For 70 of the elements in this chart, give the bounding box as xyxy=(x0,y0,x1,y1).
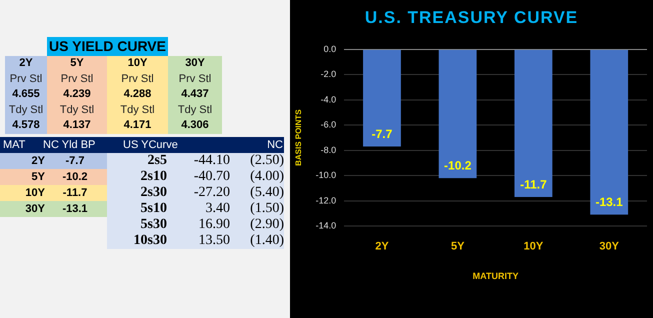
text: 5Y xyxy=(47,56,107,72)
text: (5.40) xyxy=(249,185,284,201)
text: 2s30 xyxy=(140,185,167,201)
text: 30Y xyxy=(24,202,45,217)
text: -44.10 xyxy=(192,153,230,169)
text: 16.90 xyxy=(198,217,230,233)
text: 4.171 xyxy=(107,118,168,134)
text: 4.578 xyxy=(5,118,47,134)
text: 4.239 xyxy=(47,87,107,102)
text: (1.50) xyxy=(249,201,284,217)
text: 4.306 xyxy=(168,118,222,134)
text: 10Y xyxy=(107,56,168,72)
text: NC xyxy=(266,138,283,153)
text: Prv Stl xyxy=(47,72,107,87)
text: -7.7 xyxy=(64,154,86,169)
y-tick-label: 0.0 xyxy=(324,44,336,54)
text: 3.40 xyxy=(204,201,230,217)
y-tick-label: -4.0 xyxy=(320,94,336,104)
text: Prv Stl xyxy=(5,72,47,87)
y-tick-label: -10.0 xyxy=(316,170,336,180)
y-tick-label: -8.0 xyxy=(320,144,336,155)
text: Prv Stl xyxy=(107,72,168,87)
x-axis-title: MATURITY xyxy=(472,271,518,282)
text: 4.437 xyxy=(168,87,222,102)
data-label: -13.1 xyxy=(595,194,624,209)
y-tick-label: -2.0 xyxy=(320,69,336,80)
data-label: -7.7 xyxy=(372,126,393,141)
text: -10.2 xyxy=(61,170,89,185)
y-tick-label: -6.0 xyxy=(320,120,336,130)
text: US YIELD CURVE xyxy=(47,37,168,56)
text: (4.00) xyxy=(249,169,284,185)
text: NC Yld BP xyxy=(43,138,96,153)
y-axis-title: BASIS POINTS xyxy=(294,108,304,166)
text: 4.288 xyxy=(107,87,168,102)
text: MAT xyxy=(3,138,26,153)
text: 30Y xyxy=(168,56,222,72)
text: Tdy Stl xyxy=(107,102,168,118)
text: 4.137 xyxy=(47,118,107,134)
text: 2Y xyxy=(5,56,47,72)
text: -40.70 xyxy=(192,169,230,185)
x-tick-label: 30Y xyxy=(599,240,620,253)
text: -27.20 xyxy=(192,185,230,201)
text: 10s30 xyxy=(132,233,167,249)
text: Tdy Stl xyxy=(5,102,47,118)
data-label: -10.2 xyxy=(444,158,472,172)
text: 2Y xyxy=(30,154,45,169)
y-tick-label: -12.0 xyxy=(316,195,336,206)
x-tick-label: 10Y xyxy=(524,240,544,253)
text: 5s30 xyxy=(140,217,167,233)
text: (2.50) xyxy=(249,153,284,169)
text: -13.1 xyxy=(61,202,89,217)
text: 13.50 xyxy=(198,233,230,249)
data-label: -11.7 xyxy=(520,177,548,192)
text: 5Y xyxy=(30,170,45,185)
text: 2s10 xyxy=(140,169,167,185)
text: 5s10 xyxy=(140,201,167,217)
chart-title: U.S. TREASURY CURVE xyxy=(364,8,580,28)
text: 4.655 xyxy=(5,87,47,102)
y-tick-label: -14.0 xyxy=(316,220,336,230)
text: Tdy Stl xyxy=(47,102,107,118)
text: (1.40) xyxy=(249,233,284,249)
text: Tdy Stl xyxy=(168,102,222,118)
text: 10Y xyxy=(24,186,45,201)
x-tick-label: 2Y xyxy=(375,240,390,253)
text: 2s5 xyxy=(146,153,167,169)
x-tick-label: 5Y xyxy=(450,240,466,253)
text: Prv Stl xyxy=(168,72,222,87)
text: -11.7 xyxy=(62,186,88,201)
text: (2.90) xyxy=(249,217,284,233)
text: US YCurve xyxy=(123,138,179,153)
